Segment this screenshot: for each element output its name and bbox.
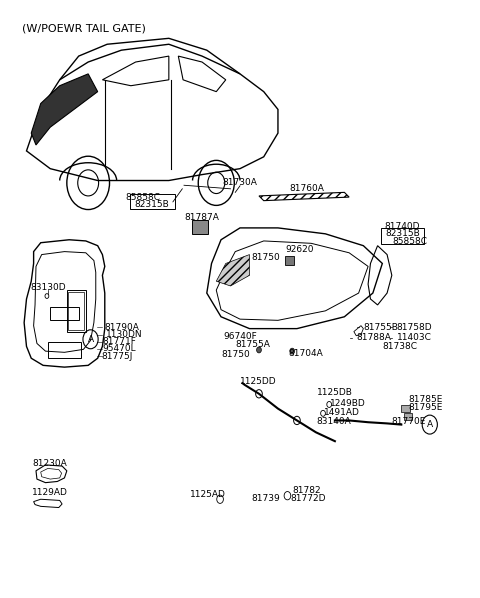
Text: 83140A: 83140A — [316, 417, 351, 426]
Bar — [285, 257, 294, 265]
Text: 81760A: 81760A — [289, 184, 324, 193]
Text: 81730A: 81730A — [223, 178, 257, 187]
Text: 81230A: 81230A — [33, 459, 68, 468]
Bar — [401, 405, 410, 412]
Text: 85858C: 85858C — [392, 237, 427, 246]
Bar — [67, 290, 86, 331]
Text: 81770E: 81770E — [392, 417, 426, 426]
Text: 81758D: 81758D — [396, 323, 432, 332]
Circle shape — [257, 347, 261, 353]
Text: 96740F: 96740F — [223, 332, 257, 341]
Text: 1129AD: 1129AD — [32, 488, 68, 497]
Text: 1125DD: 1125DD — [240, 377, 276, 386]
Circle shape — [290, 348, 295, 354]
Text: 81771F: 81771F — [102, 337, 136, 346]
Bar — [404, 413, 412, 420]
Text: 81739: 81739 — [252, 494, 280, 503]
Text: 11403C: 11403C — [396, 333, 432, 342]
Text: 82315B: 82315B — [135, 200, 169, 209]
Bar — [50, 307, 79, 320]
Text: 1130DN: 1130DN — [106, 330, 143, 339]
Text: 81782: 81782 — [292, 486, 321, 495]
Bar — [48, 341, 81, 358]
Text: 85858C: 85858C — [125, 193, 160, 202]
Text: 81787A: 81787A — [185, 213, 219, 222]
Text: A: A — [87, 335, 94, 344]
Text: A: A — [427, 420, 433, 429]
Text: 82315B: 82315B — [385, 229, 420, 239]
Text: 81740D: 81740D — [384, 222, 420, 231]
Text: 81750: 81750 — [222, 350, 251, 359]
Polygon shape — [216, 255, 250, 286]
Text: 95470L: 95470L — [102, 344, 136, 353]
Text: 1125DB: 1125DB — [317, 388, 353, 396]
Text: 92620: 92620 — [285, 245, 313, 254]
Polygon shape — [31, 74, 97, 145]
Text: 83130D: 83130D — [30, 283, 66, 292]
Text: 81785E: 81785E — [408, 395, 443, 404]
Text: 81788A: 81788A — [356, 333, 391, 342]
Text: 81795E: 81795E — [408, 403, 443, 412]
Text: 81790A: 81790A — [104, 323, 139, 332]
Text: 81750: 81750 — [252, 253, 280, 262]
FancyBboxPatch shape — [192, 219, 208, 234]
Text: 81772D: 81772D — [290, 493, 325, 502]
Text: 81755B: 81755B — [363, 323, 398, 332]
Text: 81775J: 81775J — [101, 352, 133, 361]
Text: 81738C: 81738C — [383, 342, 417, 351]
Text: 1491AD: 1491AD — [324, 408, 360, 417]
Text: 81704A: 81704A — [288, 349, 323, 358]
Text: 81755A: 81755A — [236, 340, 271, 349]
Text: 1249BD: 1249BD — [330, 399, 366, 408]
Text: 1125AD: 1125AD — [190, 490, 226, 499]
Bar — [68, 292, 84, 330]
Text: (W/POEWR TAIL GATE): (W/POEWR TAIL GATE) — [22, 23, 145, 33]
